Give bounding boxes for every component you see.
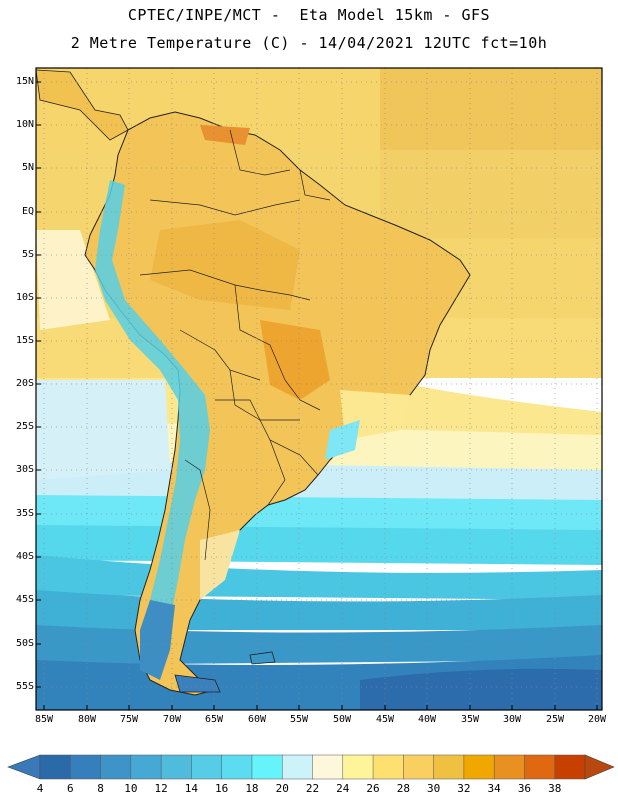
map-frame [35, 67, 603, 711]
lat-label: 15S [15, 335, 34, 346]
axis-ticks [36, 81, 598, 710]
lat-label: EQ [21, 206, 34, 217]
colorbar-tick-label: 38 [548, 782, 562, 795]
colorbar-tick-label: 10 [124, 782, 138, 795]
colorbar-tick-label: 22 [305, 782, 320, 795]
lon-label: 45W [375, 714, 395, 725]
colorbar-tick-label: 28 [396, 782, 410, 795]
colorbar-swatch [191, 754, 223, 780]
andes-ridge [95, 180, 210, 670]
lon-label: 65W [204, 714, 224, 725]
lat-label: 35S [15, 508, 34, 519]
colorbar-swatch [372, 754, 404, 780]
hot-zone-central [260, 320, 330, 400]
lon-label: 60W [247, 714, 267, 725]
colorbar-low-arrow [7, 754, 41, 780]
ocean-band-6 [360, 668, 602, 710]
lon-label: 85W [34, 714, 54, 725]
lon-label: 80W [77, 714, 97, 725]
colorbar-swatch [221, 754, 253, 780]
lat-label: 45S [15, 594, 34, 605]
graticule [36, 68, 602, 710]
colorbar-swatch [312, 754, 344, 780]
lon-label: 20W [587, 714, 607, 725]
lat-label: 15N [15, 76, 34, 87]
colorbar-tick-label: 12 [154, 782, 168, 795]
colorbar-swatch [39, 754, 71, 780]
lat-label: 30S [15, 464, 34, 475]
lon-label: 50W [332, 714, 352, 725]
lon-label: 55W [289, 714, 309, 725]
colorbar-tick-label: 36 [517, 782, 532, 795]
colorbar-tick-label: 34 [487, 782, 501, 795]
colorbar-tick-label: 18 [245, 782, 259, 795]
colorbar-tick-label: 6 [66, 782, 74, 795]
lat-label: 25S [15, 421, 34, 432]
colorbar-swatch [493, 754, 525, 780]
colorbar-tick-label: 4 [36, 782, 44, 795]
country-borders [139, 129, 331, 561]
ocean-band-10 [36, 625, 602, 665]
ocean-band-16 [36, 525, 602, 565]
colorbar-swatch [342, 754, 374, 780]
warm-zone-amazon [150, 220, 300, 310]
colorbar-swatch [281, 754, 314, 780]
colorbar-tick-label: 24 [336, 782, 350, 795]
lat-label: 5N [21, 162, 34, 173]
colorbar-tick-label: 26 [366, 782, 380, 795]
colorbar [7, 754, 615, 780]
colorbar-swatch [554, 754, 586, 780]
lat-label: 20S [15, 378, 34, 389]
lat-label: 10S [15, 292, 34, 303]
cool-zone-southeast [325, 420, 360, 460]
lat-label: 5S [21, 249, 34, 260]
tierra-del-fuego [174, 674, 221, 693]
pacific-cool-water [36, 230, 110, 330]
lat-label: 55S [15, 681, 34, 692]
colorbar-swatch [130, 754, 162, 780]
colorbar-swatch [251, 754, 283, 780]
map-subtitle: 2 Metre Temperature (C) - 14/04/2021 12U… [70, 34, 548, 52]
lon-label: 35W [460, 714, 480, 725]
lon-label: 25W [545, 714, 565, 725]
lat-label: 50S [15, 638, 34, 649]
colorbar-high-arrow [584, 754, 615, 780]
lon-label: 40W [417, 714, 437, 725]
colorbar-tick-label: 16 [215, 782, 229, 795]
lon-label: 30W [502, 714, 522, 725]
andes-south-cold [140, 600, 175, 680]
colorbar-swatch [524, 754, 556, 780]
lon-label: 70W [162, 714, 182, 725]
lat-label: 10N [15, 119, 34, 130]
falkland-islands [249, 651, 276, 665]
colorbar-swatch [403, 754, 435, 780]
mild-zone-patagonia [200, 530, 240, 600]
lon-label: 75W [119, 714, 139, 725]
pacific-cool-water-2 [36, 380, 170, 480]
colorbar-tick-label: 30 [426, 782, 441, 795]
colorbar-swatch [100, 754, 132, 780]
colorbar-swatch [160, 754, 192, 780]
colorbar-swatch [463, 754, 495, 780]
colorbar-tick-label: 32 [457, 782, 471, 795]
map-title: CPTEC/INPE/MCT - Eta Model 15km - GFS [127, 6, 491, 24]
central-america-land [36, 69, 129, 141]
colorbar-tick-label: 20 [275, 782, 289, 795]
hot-zone-north [200, 125, 250, 145]
lat-label: 40S [15, 551, 34, 562]
colorbar-swatch [433, 754, 465, 780]
colorbar-swatch [70, 754, 102, 780]
colorbar-tick-label: 8 [97, 782, 104, 795]
colorbar-tick-label: 14 [184, 782, 198, 795]
